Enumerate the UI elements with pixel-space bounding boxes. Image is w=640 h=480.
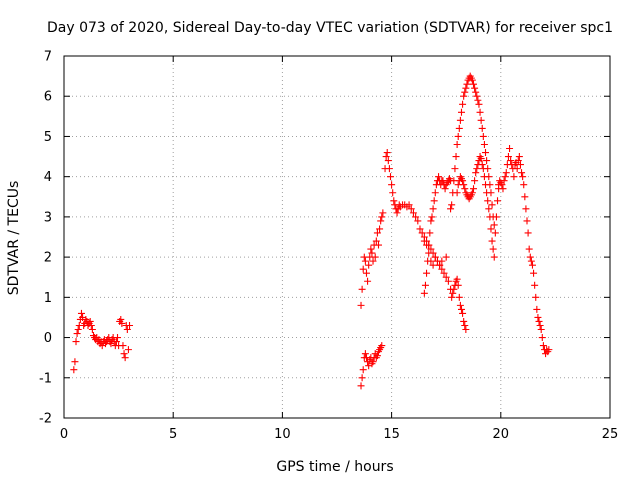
x-tick-label: 5	[169, 427, 177, 442]
x-tick-label: 10	[274, 427, 291, 442]
y-tick-label: 3	[44, 210, 52, 225]
chart-background	[0, 0, 640, 480]
y-tick-label: -2	[39, 412, 52, 427]
x-tick-label: 25	[602, 427, 619, 442]
x-axis-label: GPS time / hours	[276, 459, 393, 475]
y-tick-label: 4	[44, 170, 52, 185]
x-tick-label: 15	[383, 427, 400, 442]
y-tick-label: 0	[44, 331, 52, 346]
x-tick-label: 20	[493, 427, 510, 442]
chart-title: Day 073 of 2020, Sidereal Day-to-day VTE…	[47, 20, 613, 36]
y-tick-label: 7	[44, 50, 52, 65]
chart: 0 5 10 15 20 25 -2 -1 0 1 2 3 4 5 6 7 Day 073 of 2020, …	[0, 0, 640, 480]
y-tick-label: 1	[44, 291, 52, 306]
y-tick-label: 2	[44, 251, 52, 266]
y-tick-label: 6	[44, 90, 52, 105]
y-tick-label: 5	[44, 130, 52, 145]
y-tick-label: -1	[39, 371, 52, 386]
y-axis-label: SDTVAR / TECUs	[6, 181, 22, 296]
x-tick-label: 0	[60, 427, 68, 442]
